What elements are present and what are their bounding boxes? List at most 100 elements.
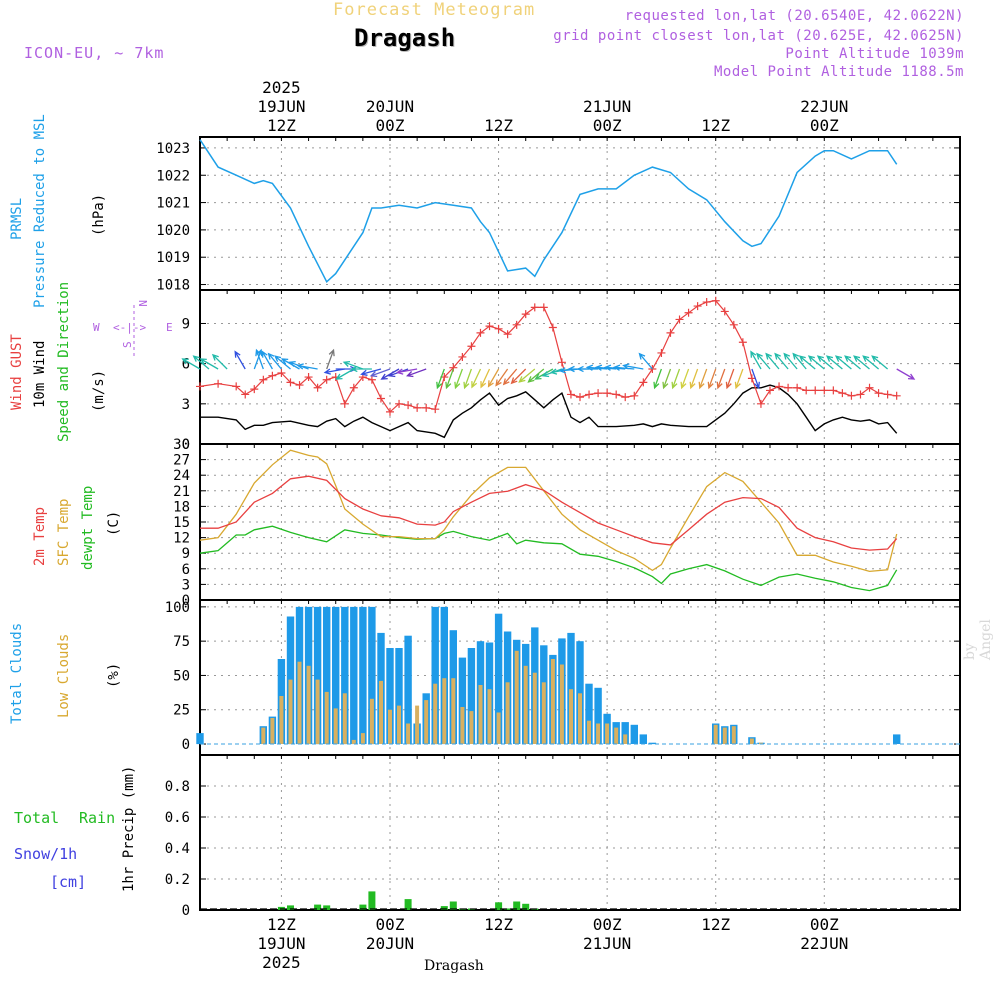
wind-direction-arrow: [612, 364, 635, 371]
compass-north: N: [136, 300, 149, 307]
temperature-ytick-label: 30: [173, 437, 190, 453]
total-clouds-bar: [359, 606, 367, 745]
low-clouds-bar: [587, 720, 591, 744]
wind-gust-marker: [639, 378, 648, 387]
wind-gust-marker: [865, 383, 874, 392]
wind-gust-marker: [268, 371, 277, 380]
low-clouds-bar: [297, 661, 302, 744]
wind-gust-marker: [612, 390, 621, 399]
top-time-label: 19JUN: [257, 97, 305, 116]
wind-direction-arrow: [192, 355, 210, 370]
low-clouds-bar: [569, 689, 573, 745]
precip-snow-label: Snow/1h: [14, 845, 78, 863]
wind-gust-marker: [702, 298, 711, 307]
temperature-ytick-label: 0: [182, 593, 190, 609]
total-clouds-bar: [313, 606, 322, 745]
total-clouds-bar: [431, 606, 439, 745]
low-clouds-bar: [523, 665, 528, 744]
wind-gust-marker: [322, 375, 331, 384]
point-altitude: Point Altitude 1039m: [785, 46, 964, 62]
wind-gust-marker: [720, 307, 729, 316]
wind-direction-arrow: [261, 350, 273, 370]
wind-direction-arrow: [734, 368, 744, 390]
temperature-ytick-label: 27: [173, 453, 190, 469]
low-clouds-bar: [442, 678, 447, 744]
wind-direction-arrow: [527, 368, 545, 383]
rain-bar: [495, 902, 503, 911]
pressure-panel-frame: [199, 136, 961, 291]
low-clouds-bar: [351, 739, 356, 744]
wind-gust-marker: [566, 390, 575, 399]
wind-gust-marker: [313, 383, 322, 392]
compass-west: W: [93, 321, 100, 334]
wind-gust-marker: [883, 390, 892, 399]
wind-gust-marker: [404, 401, 413, 410]
low-clouds-bar: [360, 733, 365, 745]
low-clouds-bar: [713, 724, 718, 744]
wind-direction-arrow: [296, 363, 318, 370]
pressure-ytick-label: 1021: [156, 196, 190, 212]
low-clouds-bar: [397, 705, 401, 744]
low-clouds-bar: [288, 679, 293, 745]
low-clouds-bar: [433, 683, 438, 745]
total-clouds-bar: [467, 648, 476, 744]
wind-direction-arrow: [725, 368, 735, 390]
wind-ytick-label: 3: [182, 397, 190, 413]
wind-gust-marker: [892, 391, 901, 400]
low-clouds-bar: [388, 709, 392, 744]
temperature-ytick-label: 6: [182, 562, 190, 578]
total-clouds-bar: [630, 724, 638, 744]
bottom-time-label: 20JUN: [366, 934, 414, 953]
wind-direction-arrow: [463, 368, 473, 390]
wind-direction-arrow: [698, 368, 708, 390]
wind-ytick-label: 6: [182, 357, 190, 373]
wind-direction-arrow: [671, 368, 681, 390]
footer-station-name: Dragash: [424, 958, 484, 974]
low-clouds-bar: [469, 711, 474, 744]
total-clouds-bar: [576, 641, 584, 745]
clouds-ytick-label: 0: [182, 737, 190, 753]
bottom-time-label: 22JUN: [800, 934, 848, 953]
low-clouds-bar: [451, 678, 456, 744]
wind-direction-arrow: [454, 368, 464, 390]
temperature-ytick-label: 12: [173, 531, 190, 547]
wind-gust-marker: [467, 342, 476, 351]
precip-ytick-label: 0.4: [165, 841, 190, 857]
pressure-ytick-label: 1020: [156, 223, 190, 239]
wind-gust-marker: [340, 399, 349, 408]
wind-gust-marker: [766, 386, 774, 395]
bottom-time-label: 19JUN: [257, 934, 305, 953]
wind-direction-arrow: [360, 368, 382, 376]
wind-direction-arrow: [445, 368, 454, 390]
rain-bar: [323, 905, 331, 910]
wind-gust-marker: [557, 358, 566, 367]
wind-gust-marker: [503, 330, 512, 339]
wind-gust-marker: [856, 390, 865, 399]
total-clouds-bar: [621, 722, 629, 744]
wind-gust-marker: [304, 373, 313, 382]
wind-gust-marker: [838, 389, 847, 398]
wind-direction-arrow: [653, 368, 663, 390]
wind-direction-arrow: [750, 350, 762, 370]
total-clouds-bar: [341, 606, 349, 745]
low-clouds-bar: [514, 650, 519, 745]
total-clouds-bar: [332, 606, 340, 745]
wind-direction-arrow: [896, 368, 916, 380]
wind-direction-arrow: [707, 368, 717, 390]
low-clouds-bar: [596, 723, 601, 745]
dewpt-temp-line: [199, 525, 898, 592]
wind-gust-marker: [494, 324, 503, 333]
wind-gust-marker: [738, 338, 747, 347]
low-clouds-bar: [306, 665, 311, 744]
clouds-ytick-label: 75: [173, 634, 190, 650]
wind-gust-marker: [820, 386, 829, 395]
rain-bar: [440, 906, 448, 910]
wind-gust-marker: [349, 383, 358, 392]
wind-gust-marker: [476, 328, 485, 337]
bottom-time-label: 12Z: [701, 915, 730, 934]
wind-direction-arrow: [792, 352, 807, 370]
wind-gust-marker: [594, 389, 603, 398]
wind-direction-arrow: [199, 358, 219, 370]
requested-coordinates: requested lon,lat (20.6540E, 42.0622N): [624, 8, 964, 24]
wind-gust-marker: [829, 386, 838, 395]
